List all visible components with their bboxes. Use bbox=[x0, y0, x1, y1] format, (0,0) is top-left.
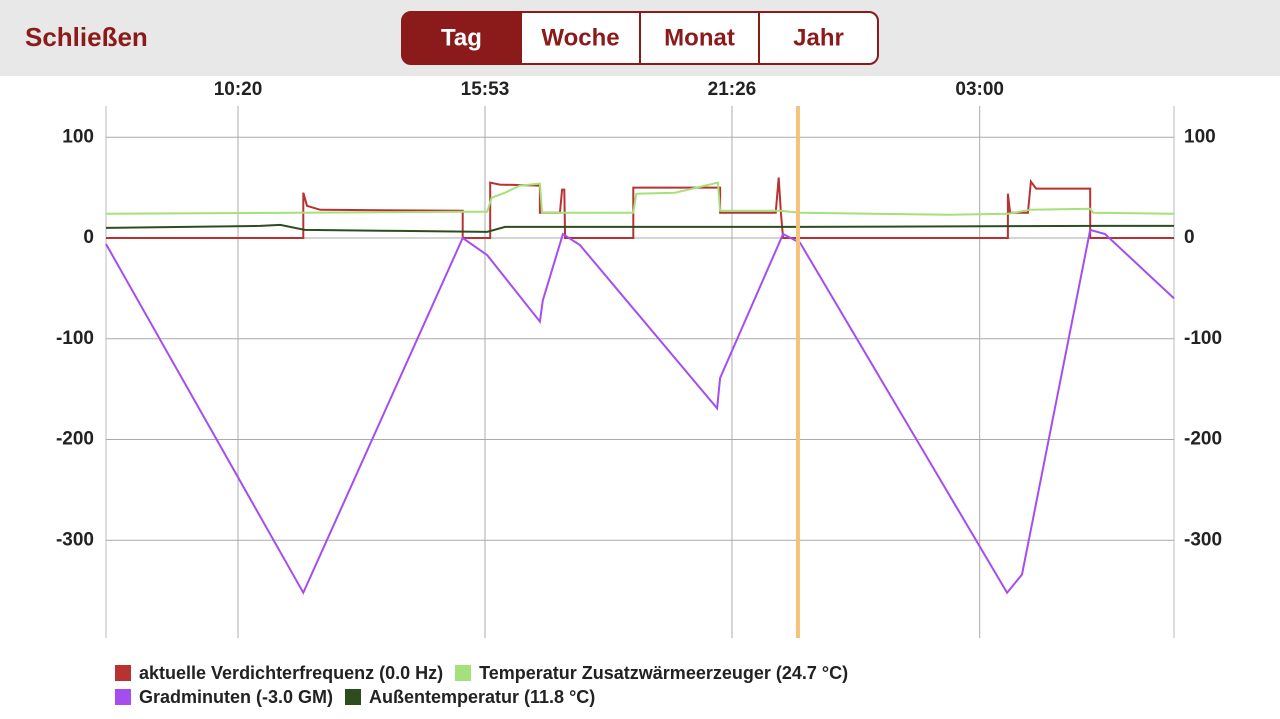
legend-item: Gradminuten (-3.0 GM) bbox=[115, 686, 333, 708]
segment-tab[interactable]: Monat bbox=[664, 24, 735, 51]
y2-tick-label: 0 bbox=[1184, 227, 1195, 248]
x-tick-label: 21:26 bbox=[708, 79, 757, 100]
legend-label: aktuelle Verdichterfrequenz (0.0 Hz) bbox=[139, 662, 444, 683]
legend-swatch bbox=[115, 689, 131, 705]
screen: Schließen Tag Woche Monat Jahr -300 -300 -200… bbox=[0, 0, 1280, 638]
y-tick-label: -200 bbox=[56, 429, 94, 450]
series-line bbox=[105, 228, 1175, 595]
x-tick-label: 15:53 bbox=[461, 79, 510, 100]
y-tick-label: 100 bbox=[62, 126, 94, 147]
y2-tick-label: -100 bbox=[1184, 328, 1222, 349]
close-button[interactable]: Schließen bbox=[25, 22, 148, 52]
legend-label: Temperatur Zusatzwärmeerzeuger (24.7 °C) bbox=[479, 662, 849, 683]
legend-label: Gradminuten (-3.0 GM) bbox=[139, 686, 334, 707]
y2-tick-label: -300 bbox=[1184, 529, 1222, 550]
segment-selected bbox=[402, 12, 521, 64]
series-line bbox=[105, 223, 1174, 233]
legend-label: Außentemperatur (11.8 °C) bbox=[369, 686, 596, 707]
y-tick-label: -300 bbox=[56, 529, 94, 550]
y2-tick-label: -200 bbox=[1184, 429, 1222, 450]
series-line bbox=[105, 181, 1175, 216]
legend-swatch bbox=[115, 665, 131, 681]
y-tick-label: -100 bbox=[56, 328, 94, 349]
x-tick-label: 03:00 bbox=[955, 79, 1004, 100]
legend-swatch bbox=[345, 689, 362, 705]
legend-swatch bbox=[455, 665, 472, 681]
segment-tab[interactable]: Jahr bbox=[793, 24, 844, 51]
y-tick-label: 0 bbox=[83, 227, 94, 248]
legend: aktuelle Verdichterfrequenz (0.0 Hz) Temp… bbox=[115, 662, 975, 708]
plot: -300 -300 -200 -200 -100 -100 0 0 100 100 10:20 15:… bbox=[56, 79, 1222, 638]
y2-tick-label: 100 bbox=[1184, 126, 1216, 147]
legend-item: Temperatur Zusatzwärmeerzeuger (24.7 °C) bbox=[455, 662, 848, 684]
series-line bbox=[106, 177, 1174, 239]
segment-tab[interactable]: Tag bbox=[441, 24, 482, 51]
segmented-control: Tag Woche Monat Jahr bbox=[401, 11, 879, 65]
legend-item: aktuelle Verdichterfrequenz (0.0 Hz) bbox=[115, 662, 443, 684]
segment-tab[interactable]: Woche bbox=[541, 24, 619, 51]
legend-item: Außentemperatur (11.8 °C) bbox=[345, 686, 595, 708]
x-tick-label: 10:20 bbox=[214, 79, 263, 100]
